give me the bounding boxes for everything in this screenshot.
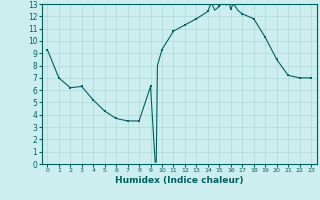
X-axis label: Humidex (Indice chaleur): Humidex (Indice chaleur) <box>115 176 244 185</box>
